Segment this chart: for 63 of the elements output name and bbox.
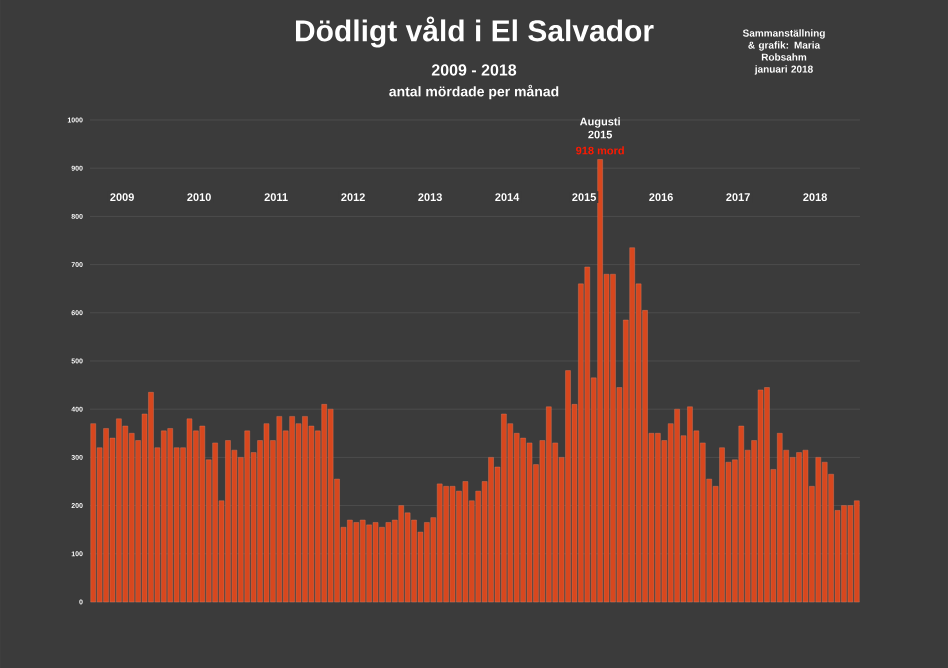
bar [488,457,494,603]
bar [443,486,449,603]
bar [854,500,860,603]
bar [655,433,661,603]
bar [411,519,417,603]
bar [295,423,302,603]
bar [520,437,526,603]
bar [161,430,167,603]
bar [546,406,552,603]
bar [360,519,366,603]
bar [244,430,250,603]
bar [347,519,353,603]
bar [225,440,231,603]
bar [565,370,571,603]
bar [437,483,443,603]
bar [449,486,456,603]
bar [841,505,847,603]
bar [597,159,603,603]
bar [321,404,327,603]
bar [610,274,616,603]
bar [366,524,372,603]
bar [103,428,109,603]
bar [148,392,154,603]
bar [90,423,96,603]
bar [424,522,430,603]
bar [129,433,135,603]
bar [764,387,770,603]
bar [822,461,828,603]
bar [796,452,802,603]
chart-title: Dödligt våld i El Salvador [295,16,654,48]
bar [289,416,295,603]
bar [847,505,854,603]
bar [404,512,411,603]
bar [629,247,635,603]
bar [186,418,193,603]
bar [385,522,392,603]
bar [372,522,379,603]
bar [802,449,809,603]
bar [674,408,680,603]
bar [501,413,507,603]
bar [398,505,404,603]
bar [353,522,359,603]
bar [116,418,122,603]
bar [122,425,129,603]
bar [526,442,533,603]
bar [757,389,764,603]
bar [462,481,469,603]
bar [815,457,821,603]
bar [584,266,590,603]
bar [327,408,334,603]
bar [212,442,218,603]
bar [719,447,725,603]
bar [263,423,270,603]
bar [276,416,282,603]
bar [302,416,308,603]
bar [199,425,206,603]
chart-subtitle: 2009 - 2018 [431,64,517,76]
bar [738,425,744,603]
bar [167,428,173,603]
bar [789,457,796,603]
bar [379,527,385,603]
bar [777,433,783,603]
bar [687,406,693,603]
